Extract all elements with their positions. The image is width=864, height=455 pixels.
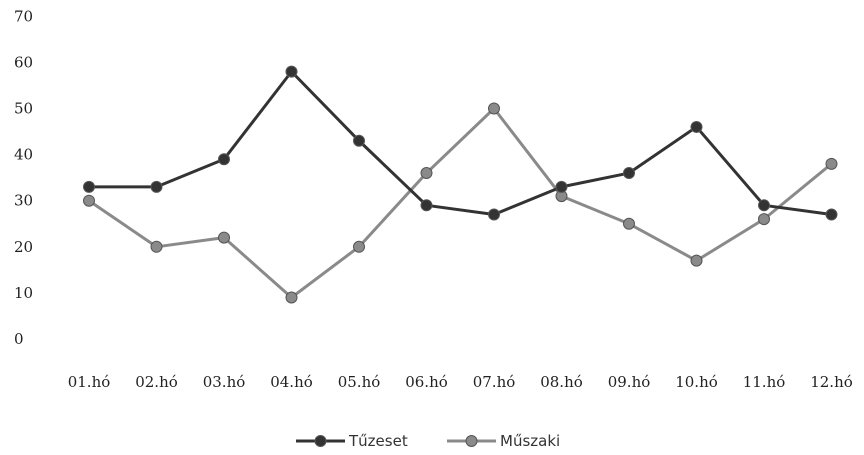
x-tick-label: 02.hó	[135, 373, 178, 391]
data-point	[623, 217, 635, 230]
x-tick-label: 08.hó	[540, 373, 583, 391]
data-point	[758, 199, 770, 212]
x-tick-label: 03.hó	[203, 373, 246, 391]
data-point	[825, 208, 838, 221]
series-line	[87, 70, 833, 217]
y-tick-label: 0	[14, 330, 24, 348]
data-point	[353, 240, 365, 253]
data-point	[488, 208, 500, 221]
data-point	[420, 199, 433, 212]
data-point	[83, 180, 95, 193]
series-1	[83, 65, 838, 221]
series-line	[87, 107, 833, 300]
y-tick-label: 20	[14, 238, 33, 256]
data-point	[690, 254, 703, 267]
legend-label: Műszaki	[500, 432, 560, 450]
data-point	[555, 180, 568, 193]
x-tick-label: 10.hó	[675, 373, 718, 391]
data-point	[285, 65, 298, 78]
data-point	[150, 180, 163, 193]
y-tick-label: 40	[14, 146, 33, 164]
legend: Tűzeset Műszaki	[296, 432, 560, 450]
data-point	[758, 213, 770, 226]
data-point	[488, 102, 500, 115]
legend-item: Műszaki	[447, 432, 560, 450]
y-tick-label: 30	[14, 192, 33, 210]
y-tick-label: 50	[14, 100, 33, 118]
series-layer	[83, 65, 838, 304]
data-point	[218, 231, 230, 244]
data-point	[623, 167, 635, 180]
x-tick-label: 07.hó	[473, 373, 516, 391]
x-tick-label: 11.hó	[743, 373, 786, 391]
data-point	[83, 194, 95, 207]
x-tick-label: 06.hó	[405, 373, 448, 391]
x-tick-label: 01.hó	[68, 373, 111, 391]
legend-item: Tűzeset	[296, 432, 408, 450]
legend-marker	[465, 435, 478, 447]
data-point	[150, 240, 163, 253]
y-tick-label: 70	[14, 7, 33, 25]
x-tick-label: 09.hó	[608, 373, 651, 391]
data-point	[353, 134, 365, 147]
x-tick-label: 04.hó	[270, 373, 313, 391]
x-tick-label: 05.hó	[338, 373, 381, 391]
y-tick-label: 10	[14, 284, 33, 302]
y-tick-label: 60	[14, 53, 33, 71]
x-axis: 01.hó 02.hó 03.hó 04.hó 05.hó 06.hó 07.hó 08.hó…	[68, 373, 853, 391]
data-point	[285, 291, 298, 304]
y-axis: 0 10 20 30 40 50 60 70	[14, 7, 33, 348]
x-tick-label: 12.hó	[810, 373, 853, 391]
data-point	[218, 153, 230, 166]
legend-marker	[314, 435, 327, 447]
data-point	[825, 157, 838, 170]
series-2	[83, 102, 838, 304]
data-point	[690, 120, 703, 133]
legend-label: Tűzeset	[348, 432, 408, 450]
data-point	[420, 167, 433, 180]
